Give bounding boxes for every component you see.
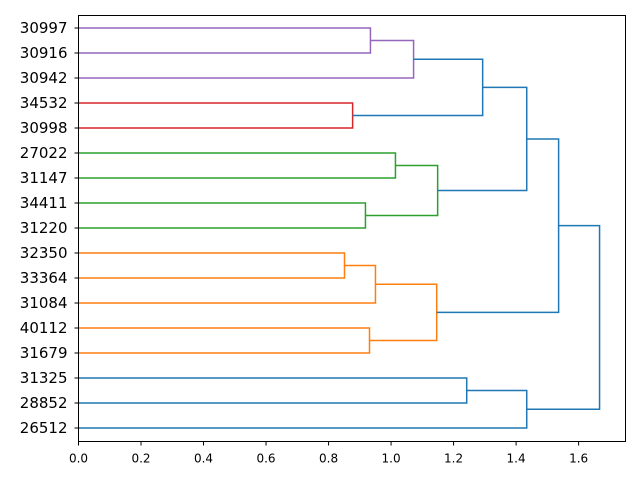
x-tick-label: 1.0: [382, 452, 401, 466]
x-tick-label: 0.2: [131, 452, 150, 466]
x-tick-label: 0.8: [319, 452, 338, 466]
dendrogram-link: [365, 164, 439, 217]
dendrogram-link: [78, 327, 371, 354]
leaf-label: 31147: [20, 169, 68, 187]
dendrogram-link: [352, 58, 484, 117]
dendrogram-links: [78, 27, 601, 429]
leaf-label: 31220: [20, 219, 68, 237]
leaf-label: 31084: [20, 294, 68, 312]
dendrogram-link: [78, 252, 346, 279]
dendrogram-link: [437, 86, 528, 192]
leaf-label: 28852: [20, 394, 68, 412]
leaf-label: 30998: [20, 119, 68, 137]
dendrogram-link: [436, 138, 560, 314]
leaf-label: 31325: [20, 369, 68, 387]
leaf-label: 26512: [20, 419, 68, 437]
dendrogram-link: [78, 27, 372, 54]
leaf-label: 27022: [20, 144, 68, 162]
x-tick-label: 0.4: [194, 452, 213, 466]
x-tick-label: 1.4: [507, 452, 526, 466]
dendrogram-link: [78, 152, 397, 179]
dendrogram-link: [369, 283, 438, 342]
dendrogram-link: [78, 102, 354, 129]
leaf-label: 33364: [20, 269, 68, 287]
x-tick-label: 1.6: [569, 452, 588, 466]
dendrogram-link: [78, 264, 377, 304]
x-tick-label: 0.6: [256, 452, 275, 466]
leaf-label: 34532: [20, 94, 68, 112]
leaf-label: 30916: [20, 44, 68, 62]
dendrogram-link: [78, 377, 468, 404]
leaf-label: 40112: [20, 319, 68, 337]
x-tick-label: 0.0: [69, 452, 88, 466]
dendrogram-link: [526, 224, 601, 410]
leaf-label: 32350: [20, 244, 68, 262]
y-tick-labels: 30997 30916 30942 34532 30998 27022 31147 34411…: [20, 19, 79, 437]
dendrogram-link: [78, 202, 367, 229]
leaf-label: 30997: [20, 19, 68, 37]
dendrogram-link: [78, 39, 415, 79]
x-tick-label: 1.2: [444, 452, 463, 466]
leaf-label: 34411: [20, 194, 68, 212]
dendrogram-link: [78, 389, 528, 429]
x-axis: 0.0 0.2 0.4 0.6 0.8 1.0 1.2 1.4 1.6: [69, 441, 588, 466]
leaf-label: 31679: [20, 344, 68, 362]
leaf-label: 30942: [20, 69, 68, 87]
